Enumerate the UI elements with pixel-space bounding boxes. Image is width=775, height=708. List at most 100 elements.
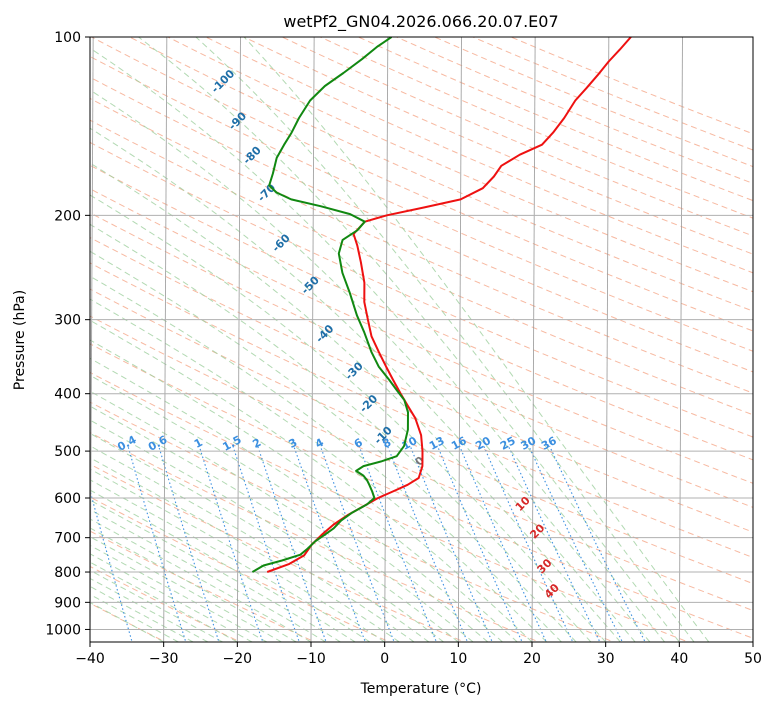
axes: −40 −30 −20 −10 0 10 20 30 40 5010020030040050060… [45,30,762,667]
plot-frame [89,36,754,643]
moist-adiabat-line [90,527,297,642]
mixing-ratio-line [232,445,300,642]
isotherm-line [163,37,168,642]
moist-adiabat-label: -100 [209,67,238,96]
mixing-ratio-line [507,445,601,642]
temperature-line [266,37,632,573]
mixing-ratio-line [257,445,327,642]
moist-adiabat-label: -50 [299,273,322,296]
mixing-ratio-line [458,445,547,642]
dry-adiabat-line [90,371,690,642]
moist-adiabat-line [90,445,415,642]
dry-adiabat-line [90,236,753,533]
isotherm-line [90,37,94,642]
y-tick-label: 800 [54,565,81,581]
moist-adiabat-line [90,250,577,642]
plot-area: 0.1 0.2 0.4 0.6 1 1.5 2 3 4 6 8 10 13 16 20 25 30 36-100-… [19,37,753,642]
moist-adiabat-line [90,536,282,642]
moist-adiabat-line [90,499,341,642]
background-lines [90,37,753,642]
mixing-ratio-label: 16 [449,434,469,453]
x-tick-label: 30 [597,651,615,667]
y-tick-label: 700 [54,531,81,547]
isotherm-line [457,37,462,642]
dry-adiabat-line [433,37,753,168]
isotherm-line [310,37,315,642]
moist-adiabat-line [90,489,356,642]
sounding-series [251,37,632,573]
moist-adiabat-line [90,419,444,642]
mixing-ratio-label: 10 [400,434,420,453]
moist-adiabat-line [90,275,562,642]
mixing-ratio-label: 0.1 [19,433,42,454]
moist-adiabat-line [90,468,385,642]
dry-adiabat-line [90,55,753,352]
moist-adiabat-line [90,162,621,642]
moist-adiabat-line [90,374,489,642]
y-tick-label: 100 [54,30,81,46]
x-tick-label: −30 [149,651,179,667]
x-tick-label: −20 [223,651,253,667]
moist-adiabat-line [195,37,695,642]
moist-adiabat-line [90,319,533,642]
moist-adiabat-line [90,553,253,642]
dry-adiabat-line [90,188,753,484]
x-tick-label: 40 [670,651,688,667]
moist-adiabat-label: -80 [241,144,264,167]
mixing-ratio-label: 13 [427,434,447,453]
moist-adiabat-label: -60 [270,231,293,254]
dry-adiabat-line [128,37,753,312]
mixing-ratio-label: 1 [192,436,205,451]
moist-adiabat-line [90,593,179,642]
y-tick-label: 500 [54,444,81,460]
moist-adiabat-line [90,577,209,642]
isotherm-line [236,37,241,642]
mixing-ratio-line [198,445,264,642]
moist-adiabat-label: -30 [343,359,366,382]
mixing-ratio-line [386,445,469,642]
moist-adiabat-label: -70 [255,181,278,204]
moist-adiabat-line [90,601,164,642]
moist-adiabat-line [90,405,459,642]
moist-adiabat-label: -10 [372,424,395,447]
moist-adiabat-line [90,509,326,642]
isotherm-line [678,37,683,642]
mixing-ratio-line [436,445,523,642]
moist-adiabat-line [90,223,592,642]
moist-adiabat-line [90,89,651,642]
mixing-ratio-label: 25 [498,434,518,453]
dry-adiabat-line [166,37,753,293]
moist-adiabat-label: -40 [313,322,336,345]
mixing-ratio-label: 36 [539,434,559,453]
x-tick-label: −40 [75,651,105,667]
mixing-ratio-line [158,445,220,642]
dry-adiabat-line [90,164,753,461]
background-line-labels: 0.1 0.2 0.4 0.6 1 1.5 2 3 4 6 8 10 13 16 20 25 30 36-100-… [19,67,562,601]
moist-adiabat-line [90,339,518,642]
y-tick-label: 1000 [45,622,81,638]
dry-adiabat-line [90,496,391,642]
dry-adiabat-label: 10 [513,494,533,514]
x-tick-label: 10 [449,651,467,667]
dry-adiabat-line [242,37,753,255]
mixing-ratio-line [409,445,493,642]
mixing-ratio-label: 2 [250,436,263,451]
moist-adiabat-line [138,37,680,642]
moist-adiabat-line [90,518,312,642]
mixing-ratio-line [358,445,438,642]
moist-adiabat-line [90,194,607,642]
y-tick-label: 600 [54,491,81,507]
moist-adiabat-line [90,544,268,642]
y-tick-label: 300 [54,313,81,329]
dry-adiabat-line [90,431,541,642]
mixing-ratio-label: 20 [473,434,493,453]
dry-adiabat-label: 20 [527,521,547,541]
dewpoint-line [251,37,409,573]
y-tick-label: 900 [54,595,81,611]
x-axis-title: Temperature (°C) [360,681,482,697]
x-tick-label: 50 [744,651,762,667]
isotherm-line [605,37,610,642]
x-tick-label: 0 [380,651,389,667]
dry-adiabat-line [509,37,753,135]
isotherm-line [531,37,536,642]
